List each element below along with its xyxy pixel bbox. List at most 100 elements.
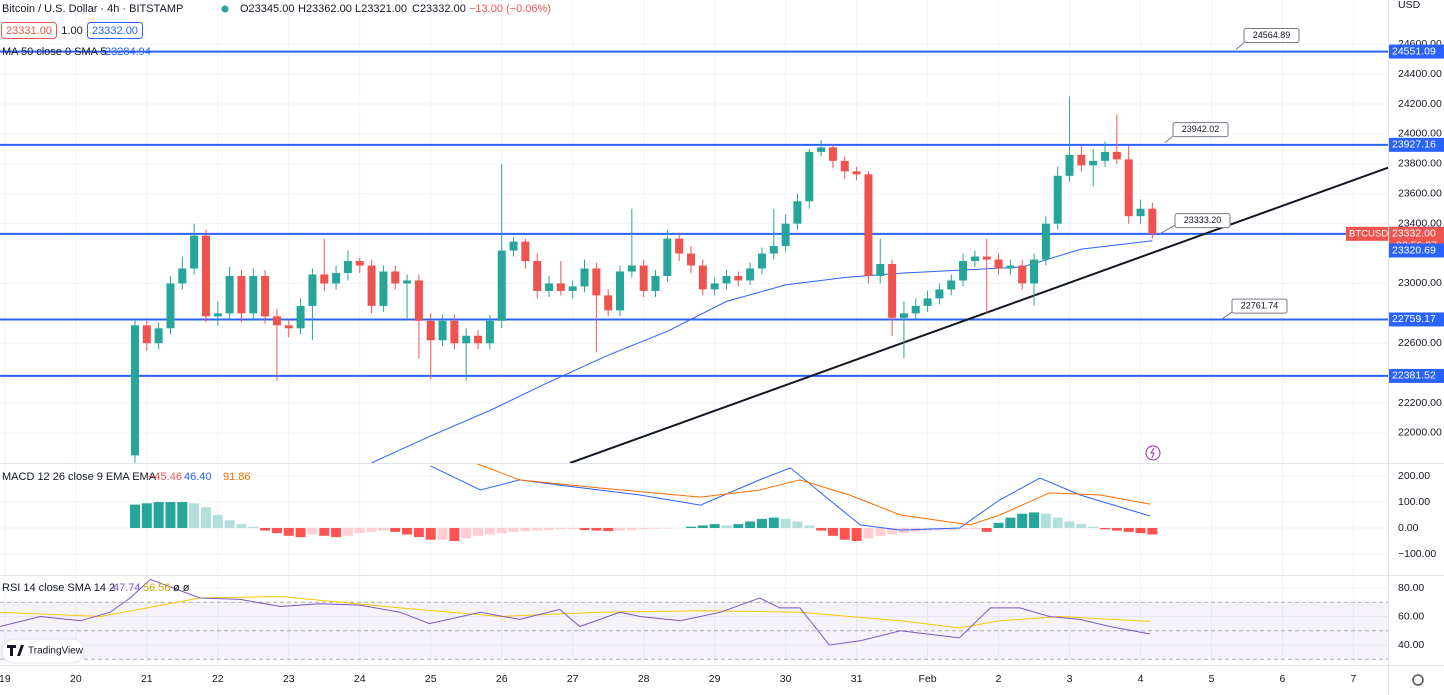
candle-body [414, 280, 423, 321]
macd-histogram-bar [1040, 513, 1051, 528]
currency: USD [1398, 0, 1421, 11]
macd-histogram-bar [508, 527, 519, 532]
level-price-label: 23927.16 [1392, 139, 1436, 151]
macd-histogram-bar [271, 527, 282, 534]
candle-body [154, 328, 163, 344]
candle-body [485, 320, 494, 344]
rsi-extra: ø ø [173, 582, 190, 594]
sell-button[interactable] [1, 22, 57, 39]
macd-histogram-bar [697, 525, 708, 528]
macd-histogram-bar [378, 527, 389, 531]
trendline [569, 166, 1388, 463]
buy-button[interactable] [87, 22, 143, 39]
macd-histogram-bar [591, 527, 602, 531]
logo-icon [7, 645, 24, 656]
macd-histogram-bar [1005, 517, 1016, 528]
macd-histogram-bar [437, 527, 448, 540]
x-tick-label: 5 [1209, 673, 1215, 685]
macd-histogram-bar [189, 503, 200, 528]
candle-body [1077, 154, 1086, 166]
candle-body [426, 320, 435, 341]
x-tick-label: Feb [919, 673, 937, 685]
macd-histogram-bar [1029, 512, 1040, 528]
event-icon[interactable] [1145, 445, 1161, 461]
candle-body [462, 335, 471, 344]
macd-histogram-bar [236, 524, 247, 528]
macd-hist-readout: −45.46 [148, 471, 182, 483]
macd-histogram-bar [1064, 521, 1075, 528]
x-tick-label: 7 [1351, 673, 1357, 685]
candle-body [627, 265, 636, 272]
macd-histogram-bar [579, 527, 590, 531]
macd-histogram-bar [638, 527, 649, 530]
macd-histogram-bar [461, 527, 472, 539]
candle-body [769, 246, 778, 254]
ma-label: MA 50 close 0 SMA 5 [2, 46, 107, 58]
y-tick-label: 23000.00 [1398, 277, 1442, 289]
callout-label: 24564.89 [1253, 30, 1291, 40]
signal-line [476, 464, 1151, 526]
logo-text: TradingView [28, 646, 84, 657]
y-tick-label: 60.00 [1398, 610, 1424, 622]
candle-body [367, 265, 376, 306]
candle-body [970, 256, 979, 262]
price-pane [0, 50, 1388, 463]
macd-histogram-bar [756, 518, 767, 528]
candle-body [899, 313, 908, 318]
macd-histogram-bar [248, 526, 259, 528]
candle-body [1112, 151, 1121, 160]
high: H23362.00 [298, 3, 352, 15]
macd-histogram-bar [662, 527, 673, 529]
settings-icon[interactable] [1412, 674, 1424, 686]
open: O23345.00 [240, 3, 294, 15]
candle-body [994, 259, 1003, 269]
y-tick-label: 23800.00 [1398, 158, 1442, 170]
candle-body [1148, 208, 1157, 234]
macd-histogram-bar [1123, 527, 1134, 532]
y-tick-label: 22600.00 [1398, 337, 1442, 349]
candle-body [864, 174, 873, 276]
macd-histogram-bar [768, 517, 779, 528]
candle-body [757, 253, 766, 269]
candle-body [663, 238, 672, 276]
ask[interactable]: 23332.00 [92, 25, 138, 37]
macd-readout: 46.40 [184, 471, 212, 483]
macd-histogram-bar [1111, 527, 1122, 531]
y-tick-label: 80.00 [1398, 582, 1424, 594]
symbol-box [1346, 226, 1388, 241]
macd-histogram-bar [1017, 513, 1028, 528]
macd-histogram-bar [342, 527, 353, 536]
macd-histogram-bar [792, 521, 803, 528]
y-tick-label: 24000.00 [1398, 128, 1442, 140]
candle-body [320, 274, 329, 284]
x-tick-label: 25 [425, 673, 437, 685]
x-tick-label: 21 [141, 673, 153, 685]
y-tick-label: 24200.00 [1398, 98, 1442, 110]
candle-body [533, 261, 542, 291]
candle-body [982, 256, 991, 260]
candle-body [710, 283, 719, 290]
macd-histogram-bar [709, 524, 720, 528]
level-price-box [1389, 368, 1444, 383]
candle-body [509, 241, 518, 251]
macd-histogram-bar [212, 514, 223, 528]
macd-histogram-bar [1052, 517, 1063, 528]
candle-body [793, 201, 802, 224]
callout-label: 23333.20 [1184, 215, 1222, 225]
candle-body [840, 160, 849, 172]
bid[interactable]: 23331.00 [6, 25, 52, 37]
macd-histogram-bar [449, 527, 460, 541]
macd-histogram-bar [934, 527, 945, 531]
x-tick-label: 2 [996, 673, 1002, 685]
symbol-label: BTCUSD [1349, 228, 1388, 239]
macd-histogram-bar [1147, 527, 1158, 535]
candle-body [556, 283, 565, 291]
y-tick-label: 200.00 [1398, 470, 1430, 482]
callout-box [1174, 213, 1231, 229]
x-tick-label: 19 [0, 673, 11, 685]
event-bolt [1150, 447, 1155, 459]
x-tick-label: 24 [354, 673, 366, 685]
candle-body [698, 265, 707, 290]
candle-body [545, 283, 554, 291]
